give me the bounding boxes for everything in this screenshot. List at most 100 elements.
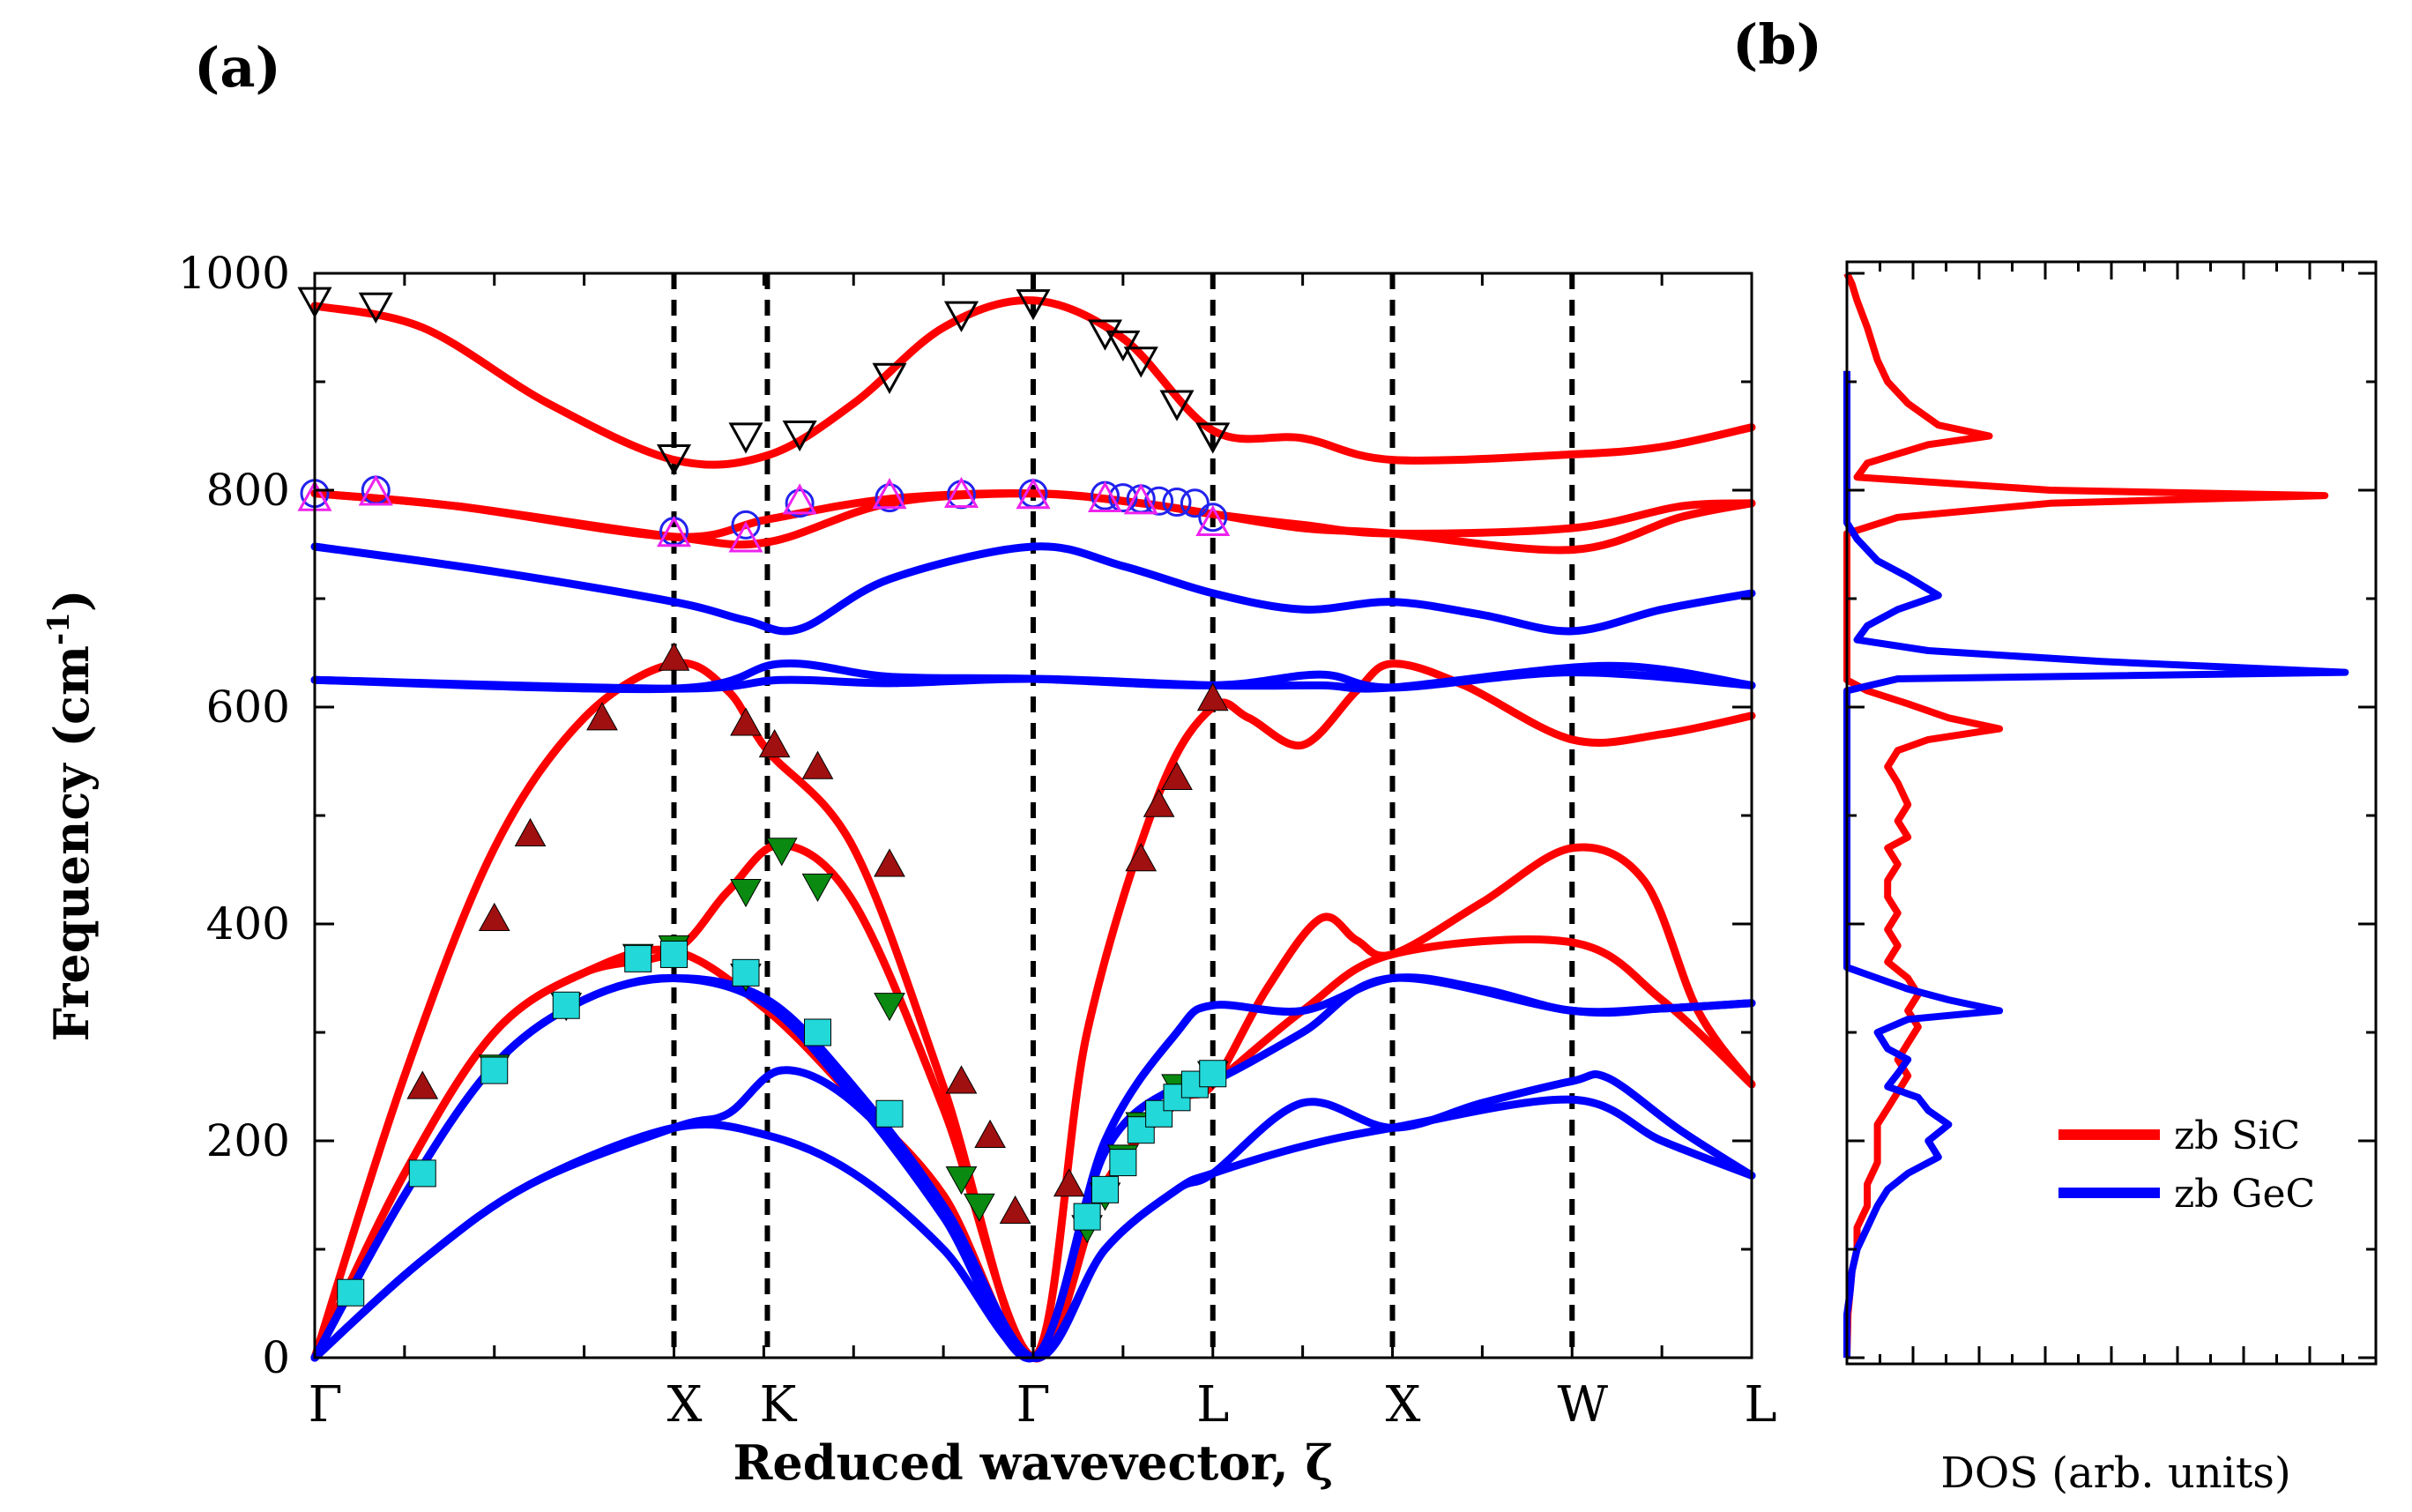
marker-circle_open-3 — [731, 510, 761, 540]
band-curve-6 — [310, 542, 1756, 636]
marker-tri_up-16 — [1196, 682, 1229, 711]
marker-square-11 — [1109, 1149, 1137, 1177]
legend: zb SiC zb GeC — [2058, 1114, 2315, 1217]
band-curve-0 — [310, 296, 1756, 469]
y-axis-ticks: 0 200 400 600 800 1000 — [178, 248, 1752, 1383]
sym-label-0: Γ — [309, 1376, 343, 1434]
dos-panel: DOS (arb. units) zb SiC zb GeC — [1843, 260, 2378, 1498]
marker-tri_down-5 — [730, 879, 762, 908]
marker-square-6 — [732, 958, 760, 987]
marker-tri_up-10 — [974, 1119, 1006, 1148]
marker-tri_down_open-6 — [943, 301, 979, 332]
marker-circle_open-4 — [785, 488, 815, 518]
marker-tri_down-8 — [874, 993, 905, 1022]
marker-tri_up_open-7 — [1016, 478, 1051, 510]
marker-circle_open-12 — [1162, 488, 1192, 518]
marker-tri_down_open-9 — [1106, 330, 1141, 362]
y-tick-label-200: 200 — [206, 1115, 290, 1166]
marker-tri_up-5 — [730, 707, 762, 736]
y-tick-label-1000: 1000 — [178, 248, 290, 299]
marker-tri_down_open-2 — [656, 444, 692, 476]
marker-tri_down-6 — [765, 838, 798, 867]
y-tick-label-800: 800 — [206, 465, 290, 516]
sym-label-7: L — [1744, 1376, 1776, 1434]
marker-tri_up-0 — [406, 1070, 439, 1099]
marker-tri_up-15 — [1161, 761, 1193, 791]
marker-square-7 — [804, 1018, 831, 1046]
y-tick-label-600: 600 — [206, 682, 290, 733]
marker-tri_up-11 — [999, 1195, 1031, 1225]
marker-tri_down_open-11 — [1159, 390, 1195, 421]
marker-tri_down_open-1 — [358, 292, 393, 324]
band-curve-10 — [310, 973, 1756, 1363]
sym-label-3: Γ — [1016, 1376, 1051, 1434]
marker-circle_open-11 — [1144, 486, 1174, 516]
legend-label-gec: zb GeC — [2174, 1172, 2315, 1217]
marker-square-16 — [1199, 1060, 1227, 1088]
marker-tri_down_open-10 — [1123, 346, 1158, 378]
marker-tri_up-9 — [945, 1065, 978, 1094]
y-axis-title: Frequency (cm-1) — [41, 590, 100, 1042]
marker-circle_open-5 — [875, 483, 904, 513]
band-curve-12 — [310, 1095, 1756, 1362]
marker-tri_down-10 — [964, 1193, 995, 1222]
x-axis-title: Reduced wavevector, ζ — [733, 1434, 1334, 1491]
marker-square-4 — [624, 944, 652, 972]
marker-tri_up_open-3 — [728, 521, 763, 553]
marker-tri_up_open-4 — [782, 483, 817, 515]
sym-label-4: L — [1196, 1376, 1229, 1434]
marker-tri_up-13 — [1125, 843, 1158, 872]
sym-label-6: W — [1557, 1376, 1608, 1434]
marker-tri_up_open-5 — [872, 478, 907, 510]
dos-curve-0 — [1843, 272, 2329, 1359]
sym-label-1: X — [667, 1376, 703, 1434]
legend-label-sic: zb SiC — [2174, 1114, 2300, 1158]
marker-tri_down_open-3 — [728, 422, 763, 454]
dos-curve-1 — [1843, 370, 2349, 1358]
experimental-markers — [297, 287, 1231, 1307]
marker-tri_up_open-2 — [656, 516, 692, 547]
marker-circle_open-14 — [1198, 503, 1228, 533]
marker-square-0 — [337, 1278, 365, 1307]
marker-tri_up_open-9 — [1123, 483, 1158, 515]
marker-tri_down_open-4 — [782, 420, 817, 452]
dos-axis-ticks — [1847, 262, 2376, 1364]
marker-tri_up-1 — [478, 902, 510, 931]
sym-label-5: X — [1386, 1376, 1421, 1434]
marker-tri_down_open-5 — [872, 362, 907, 394]
marker-circle_open-13 — [1180, 488, 1210, 518]
marker-square-10 — [1091, 1175, 1119, 1203]
marker-tri_down_open-7 — [1016, 289, 1051, 321]
marker-tri_up_open-6 — [943, 476, 979, 509]
marker-square-3 — [552, 991, 580, 1019]
marker-tri_up_open-1 — [358, 474, 393, 506]
marker-circle_open-9 — [1108, 483, 1138, 513]
dos-curves — [1843, 272, 2349, 1359]
marker-square-1 — [408, 1159, 436, 1188]
y-tick-label-400: 400 — [206, 898, 290, 950]
marker-tri_up-2 — [514, 817, 547, 847]
sym-label-2: K — [760, 1376, 798, 1434]
y-tick-label-0: 0 — [262, 1332, 290, 1383]
panel-label-b: (b) — [1732, 12, 1822, 77]
dos-x-axis-title: DOS (arb. units) — [1940, 1449, 2290, 1498]
marker-tri_down_open-8 — [1087, 319, 1123, 351]
marker-tri_down-7 — [801, 873, 834, 902]
marker-tri_up-14 — [1143, 788, 1175, 817]
marker-tri_up-6 — [758, 729, 791, 758]
marker-tri_up_open-8 — [1087, 480, 1123, 512]
marker-square-5 — [660, 940, 688, 968]
band-curve-8 — [310, 661, 1756, 693]
panel-label-a: (a) — [194, 35, 281, 100]
marker-tri_up-8 — [874, 848, 905, 877]
marker-tri_up-4 — [658, 642, 690, 671]
marker-tri_up-7 — [801, 750, 834, 779]
marker-square-2 — [480, 1056, 509, 1084]
marker-tri_up_open-10 — [1195, 504, 1231, 536]
marker-tri_down_open-12 — [1195, 422, 1231, 454]
marker-tri_up-3 — [586, 702, 618, 731]
marker-square-9 — [1073, 1203, 1101, 1231]
